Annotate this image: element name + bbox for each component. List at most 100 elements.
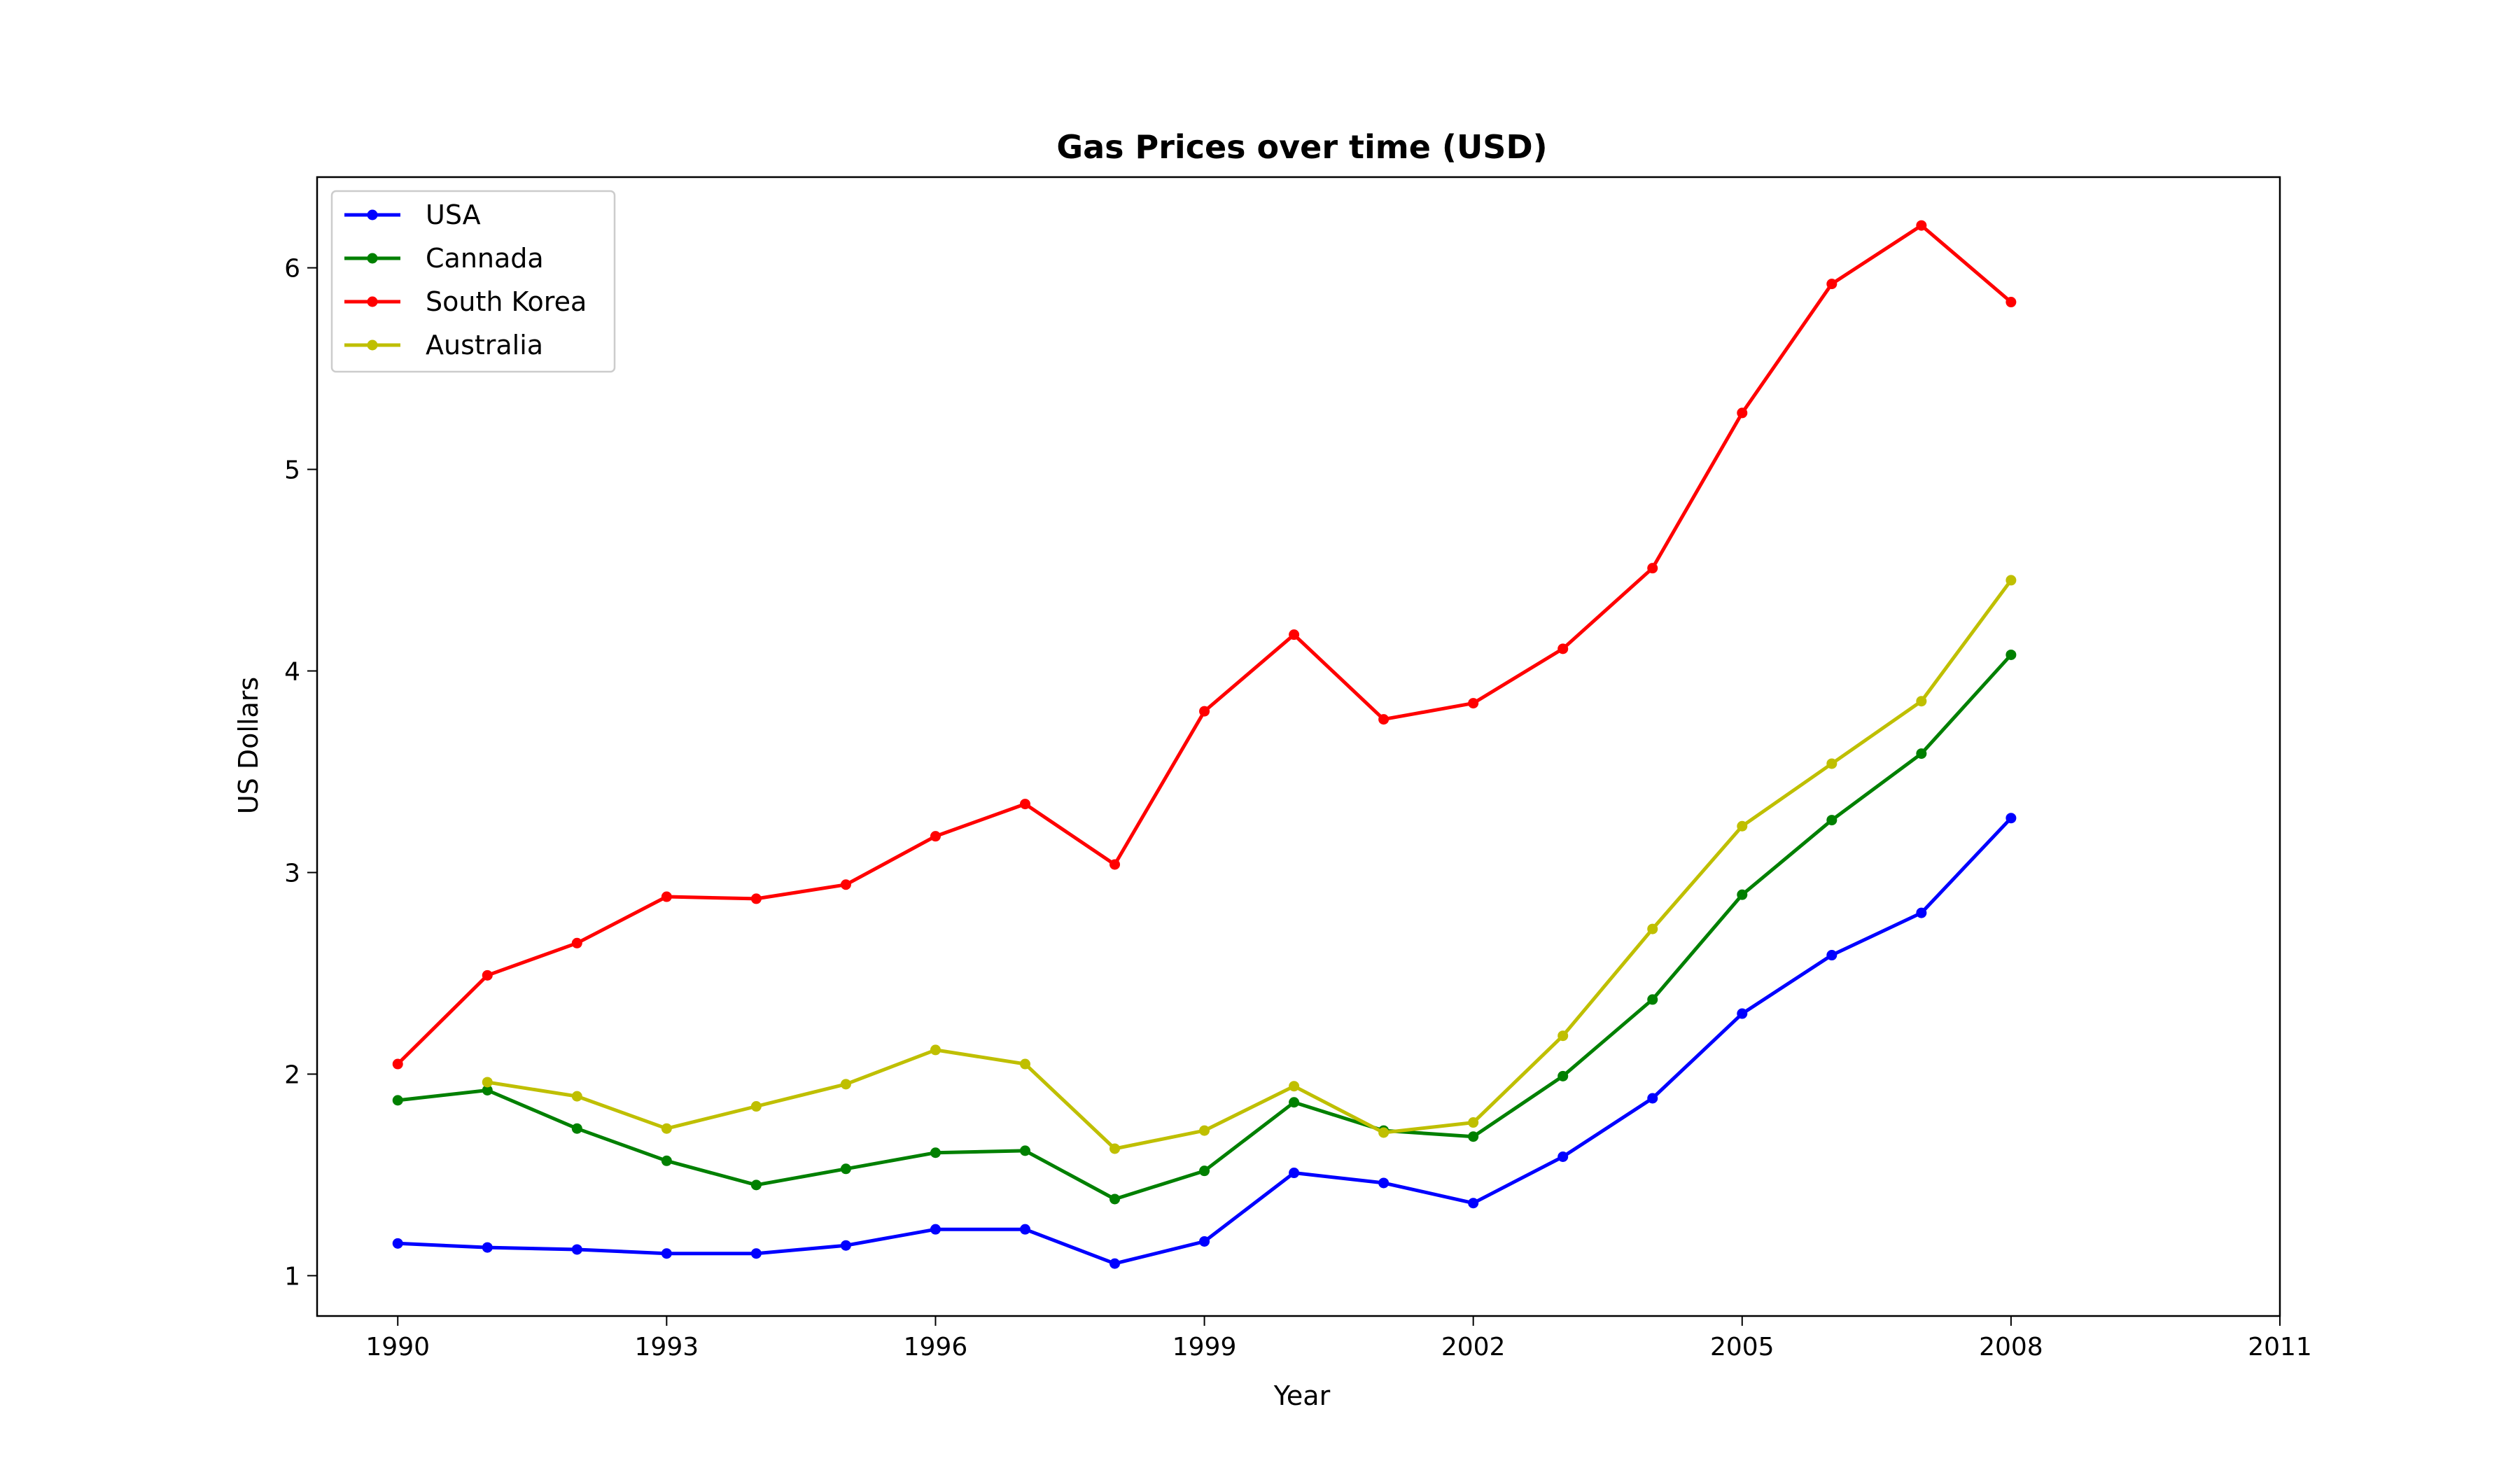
data-point-usa: [1826, 950, 1837, 961]
data-point-australia: [1468, 1117, 1479, 1128]
data-point-cannada: [930, 1147, 941, 1158]
x-tick-label: 1996: [904, 1333, 968, 1362]
x-tick-label: 2005: [1710, 1333, 1774, 1362]
data-point-australia: [482, 1077, 493, 1088]
data-point-south-korea: [750, 893, 762, 904]
x-tick-label: 2008: [1979, 1333, 2043, 1362]
data-point-south-korea: [392, 1058, 403, 1070]
y-axis-label: US Dollars: [233, 677, 264, 814]
data-point-south-korea: [1826, 279, 1837, 290]
data-point-australia: [1737, 820, 1748, 832]
data-point-australia: [1647, 923, 1658, 934]
axes-frame: [316, 176, 2281, 1317]
data-point-australia: [1916, 696, 1927, 707]
data-point-south-korea: [661, 891, 672, 902]
data-point-australia: [750, 1101, 762, 1112]
data-point-australia: [1110, 1143, 1121, 1154]
data-point-cannada: [750, 1180, 762, 1191]
y-tick-label: 6: [284, 255, 300, 284]
data-point-cannada: [1110, 1194, 1121, 1205]
data-point-australia: [1378, 1127, 1390, 1138]
data-point-australia: [661, 1123, 672, 1134]
data-point-usa: [1019, 1224, 1030, 1235]
data-point-south-korea: [1558, 643, 1569, 654]
data-point-usa: [392, 1238, 403, 1249]
data-point-usa: [661, 1248, 672, 1259]
data-point-australia: [1019, 1058, 1030, 1070]
data-point-cannada: [1199, 1166, 1210, 1177]
data-point-south-korea: [2005, 297, 2017, 308]
data-point-south-korea: [930, 831, 941, 842]
data-point-australia: [1826, 758, 1837, 769]
data-point-cannada: [392, 1095, 403, 1106]
legend-label: South Korea: [426, 286, 587, 317]
data-point-south-korea: [1468, 698, 1479, 709]
data-point-south-korea: [1019, 799, 1030, 810]
series-cannada: [392, 649, 2017, 1205]
data-point-usa: [1647, 1093, 1658, 1104]
data-point-australia: [571, 1091, 582, 1102]
series-usa: [392, 813, 2017, 1269]
x-tick-label: 1993: [635, 1333, 699, 1362]
data-point-south-korea: [1916, 220, 1927, 231]
legend-entry-south-korea: South Korea: [344, 286, 587, 317]
x-tick-label: 1990: [365, 1333, 430, 1362]
y-axis: 1 2 3 4 5 6: [284, 255, 317, 1291]
data-point-cannada: [661, 1155, 672, 1166]
data-point-cannada: [571, 1123, 582, 1134]
y-tick-label: 4: [284, 658, 300, 687]
x-axis-label: Year: [1273, 1380, 1331, 1411]
data-point-cannada: [1468, 1131, 1479, 1142]
data-point-usa: [1199, 1236, 1210, 1247]
x-tick-label: 2011: [2248, 1333, 2312, 1362]
data-point-south-korea: [1737, 407, 1748, 419]
data-point-australia: [840, 1079, 851, 1090]
y-tick-label: 1: [284, 1262, 300, 1291]
data-point-usa: [1737, 1008, 1748, 1019]
x-tick-label: 1999: [1172, 1333, 1237, 1362]
series-line-australia: [486, 579, 2012, 1151]
data-point-cannada: [1737, 889, 1748, 900]
data-point-south-korea: [840, 879, 851, 890]
data-point-usa: [1110, 1258, 1121, 1269]
data-point-cannada: [1019, 1145, 1030, 1156]
data-point-cannada: [1826, 815, 1837, 826]
series-south-korea: [392, 220, 2017, 1070]
legend-box: [330, 190, 616, 373]
data-point-australia: [2005, 575, 2017, 586]
data-point-usa: [930, 1224, 941, 1235]
data-point-usa: [1916, 907, 1927, 918]
data-point-usa: [1289, 1168, 1300, 1179]
chart-title: Gas Prices over time (USD): [1056, 128, 1547, 166]
legend-entry-cannada: Cannada: [344, 243, 544, 274]
legend-swatch-marker: [367, 340, 378, 351]
data-point-south-korea: [1289, 629, 1300, 640]
legend-swatch-marker: [367, 209, 378, 220]
x-tick-label: 2002: [1441, 1333, 1506, 1362]
data-point-south-korea: [1378, 714, 1390, 725]
x-axis: 1990 1993 1996 1999 2002 2005 2008 2011: [365, 1316, 2312, 1362]
data-point-usa: [482, 1242, 493, 1253]
data-point-cannada: [1558, 1070, 1569, 1082]
data-point-usa: [1468, 1198, 1479, 1209]
legend-entry-australia: Australia: [344, 330, 543, 360]
legend-swatch-marker: [367, 253, 378, 264]
data-point-usa: [1378, 1177, 1390, 1189]
data-point-cannada: [482, 1084, 493, 1096]
y-tick-label: 5: [284, 456, 300, 485]
data-point-usa: [571, 1244, 582, 1255]
legend-label: Cannada: [426, 243, 544, 274]
data-point-usa: [2005, 813, 2017, 824]
data-point-south-korea: [571, 937, 582, 948]
data-point-australia: [1289, 1081, 1300, 1092]
legend-entry-usa: USA: [344, 200, 481, 230]
data-point-cannada: [2005, 649, 2017, 660]
legend-label: Australia: [426, 330, 543, 360]
data-point-south-korea: [482, 969, 493, 981]
data-point-usa: [750, 1248, 762, 1259]
data-point-usa: [1558, 1152, 1569, 1163]
data-point-cannada: [1647, 994, 1658, 1005]
data-point-cannada: [840, 1163, 851, 1175]
data-point-australia: [930, 1044, 941, 1056]
